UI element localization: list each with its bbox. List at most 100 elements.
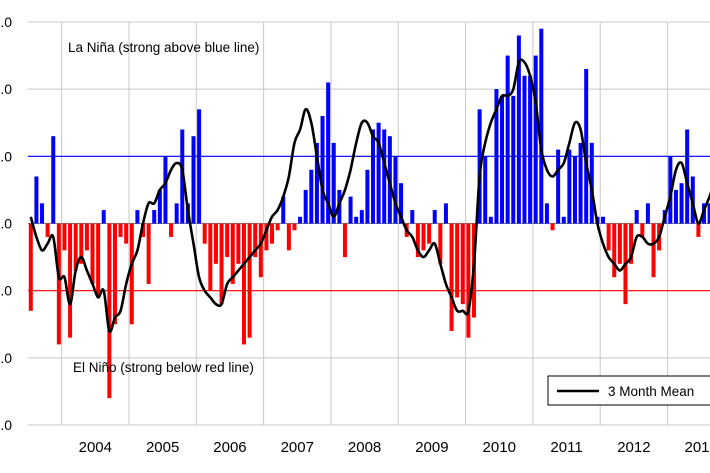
bar [101, 210, 106, 224]
x-tick-label: 2005 [146, 439, 179, 456]
mean-line-layer [29, 58, 710, 334]
bar [606, 223, 611, 251]
y-tick-labels: 1.0 1.0 1.0 1.0 1.0 1.0 1.0 [0, 14, 12, 433]
bar [376, 122, 381, 224]
bar [488, 216, 493, 224]
bar [303, 189, 308, 224]
bar [668, 156, 673, 224]
bar [455, 223, 460, 298]
bar [544, 203, 549, 224]
bar [219, 223, 224, 305]
bar [45, 223, 50, 237]
bar [466, 223, 471, 338]
bar [236, 223, 241, 264]
bar [314, 142, 319, 224]
bar [584, 69, 589, 224]
bar [84, 223, 89, 251]
x-tick-label: 2012 [617, 439, 650, 456]
bar [438, 223, 443, 264]
bar [443, 203, 448, 224]
bar [275, 223, 280, 231]
bar [432, 210, 437, 224]
bar [399, 183, 404, 224]
bar [146, 223, 151, 284]
bar [410, 210, 415, 224]
bar [505, 55, 510, 224]
x-tick-label: 2006 [213, 439, 246, 456]
bar [157, 189, 162, 224]
y-tick-label: 1.0 [0, 216, 12, 232]
bar [354, 216, 359, 224]
bar [264, 223, 269, 251]
mean-line [29, 58, 710, 334]
bar [298, 216, 303, 224]
bar [90, 223, 95, 284]
bar [174, 203, 179, 224]
bar [73, 223, 78, 271]
bar [528, 75, 533, 224]
bar [578, 142, 583, 224]
bar [241, 223, 246, 345]
y-tick-label: 1.0 [0, 417, 12, 433]
bar [163, 156, 168, 224]
bar [572, 156, 577, 224]
bar [68, 223, 73, 338]
legend-label: 3 Month Mean [608, 384, 694, 399]
bar [286, 223, 291, 251]
bar [567, 149, 572, 224]
bar [292, 223, 297, 231]
bar [421, 223, 426, 251]
bar [460, 223, 465, 305]
bar [124, 223, 129, 244]
bar [629, 223, 634, 264]
bar [382, 129, 387, 224]
bar [129, 223, 134, 325]
bar [550, 223, 555, 231]
bar [601, 216, 606, 224]
x-tick-labels: 2004 2005 2006 2007 2008 2009 2010 2011 2012 2013… [79, 439, 710, 456]
bar [247, 223, 252, 338]
bar [427, 223, 432, 244]
y-tick-label: 1.0 [0, 81, 12, 97]
bar [612, 223, 617, 278]
bar [331, 142, 336, 224]
bar [79, 223, 84, 264]
bar [107, 223, 112, 399]
bar [511, 95, 516, 224]
bar [393, 156, 398, 224]
bar [208, 223, 213, 291]
bar [169, 223, 174, 237]
bar [673, 189, 678, 224]
x-tick-label: 2007 [281, 439, 314, 456]
bar [617, 223, 622, 264]
annotation-el-nino: El Niño (strong below red line) [73, 360, 254, 375]
bar [62, 223, 67, 251]
x-tick-label: 2013 [685, 439, 710, 456]
bar [253, 223, 258, 258]
bar [135, 210, 140, 224]
bar [449, 223, 454, 331]
bar [522, 75, 527, 224]
bar [213, 223, 218, 264]
bar [589, 142, 594, 224]
bar [202, 223, 207, 244]
bar [696, 223, 701, 237]
bar [539, 28, 544, 224]
y-tick-label: 1.0 [0, 283, 12, 299]
bar [118, 223, 123, 237]
bar [320, 116, 325, 224]
bar [197, 109, 202, 224]
bar [342, 223, 347, 258]
bar [258, 223, 263, 278]
bar [112, 223, 117, 325]
bar [230, 223, 235, 284]
bar [371, 129, 376, 224]
bar [40, 203, 45, 224]
annotation-la-nina: La Niña (strong above blue line) [68, 40, 259, 55]
bar [141, 223, 146, 237]
bar [281, 196, 286, 224]
bar [556, 149, 561, 224]
bar [191, 136, 196, 224]
x-tick-label: 2010 [483, 439, 516, 456]
bar [51, 136, 56, 224]
